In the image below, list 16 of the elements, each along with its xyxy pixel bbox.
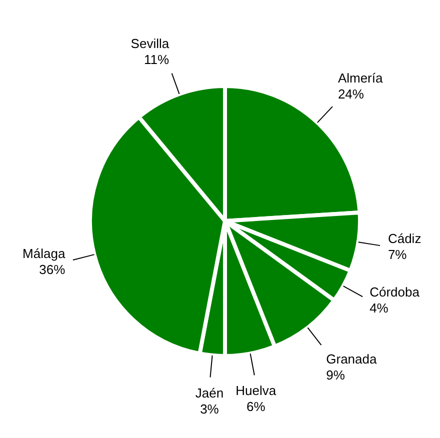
data-label: 4% bbox=[370, 300, 389, 316]
data-label: 3% bbox=[200, 401, 220, 416]
slice-label: Almería bbox=[338, 70, 384, 86]
slice-label: Granada bbox=[326, 351, 378, 366]
slice-label: Sevilla bbox=[130, 36, 170, 51]
slice-label: Córdoba bbox=[370, 284, 420, 300]
data-label: 6% bbox=[246, 399, 266, 414]
slice-label: Cádiz bbox=[388, 230, 422, 246]
data-label: 11% bbox=[144, 52, 170, 67]
data-label: 24% bbox=[338, 86, 364, 102]
data-label: 9% bbox=[326, 367, 346, 382]
slice-label: Huelva bbox=[236, 383, 277, 398]
data-label: 36% bbox=[39, 262, 66, 278]
data-label: 7% bbox=[388, 246, 408, 262]
slice-label: Málaga bbox=[22, 246, 66, 262]
slice-label: Jaén bbox=[195, 385, 224, 400]
